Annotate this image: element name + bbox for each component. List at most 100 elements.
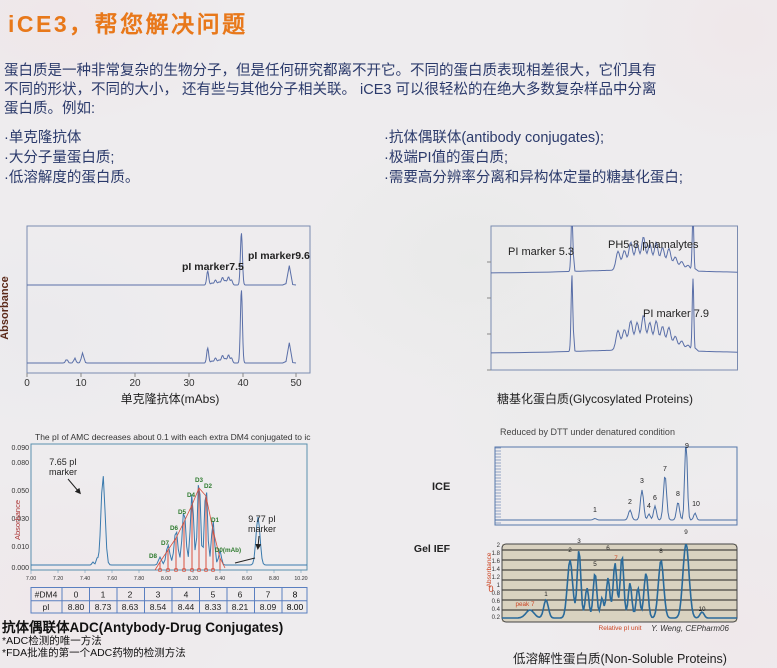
svg-text:Absorbance: Absorbance: [0, 276, 11, 340]
svg-text:D5: D5: [178, 509, 187, 516]
svg-text:10: 10: [698, 606, 706, 613]
svg-text:7: 7: [663, 466, 667, 473]
svg-text:6: 6: [653, 495, 657, 502]
svg-text:8.44: 8.44: [178, 602, 195, 612]
svg-text:2: 2: [497, 543, 501, 549]
svg-text:#DM4: #DM4: [35, 590, 58, 600]
svg-text:PI marker 7.9: PI marker 7.9: [643, 308, 709, 320]
svg-text:1.2: 1.2: [492, 575, 501, 581]
svg-text:8.09: 8.09: [260, 602, 277, 612]
svg-text:8.54: 8.54: [150, 602, 167, 612]
svg-text:抗体偶联体ADC(Antybody-Drug Conjuga: 抗体偶联体ADC(Antybody-Drug Conjugates): [2, 619, 283, 635]
svg-text:Y. Weng, CEPharm06: Y. Weng, CEPharm06: [651, 624, 729, 633]
svg-text:4: 4: [184, 590, 189, 600]
svg-text:8.60: 8.60: [242, 576, 252, 582]
svg-text:1.6: 1.6: [492, 559, 501, 565]
svg-text:pI: pI: [42, 602, 49, 612]
svg-text:0.010: 0.010: [11, 544, 29, 551]
svg-text:7: 7: [266, 590, 271, 600]
svg-text:1.4: 1.4: [492, 567, 501, 573]
svg-text:0.6: 0.6: [492, 599, 501, 605]
svg-text:pI marker9.6: pI marker9.6: [248, 250, 310, 262]
svg-text:Gel IEF: Gel IEF: [414, 543, 451, 555]
svg-text:1: 1: [544, 591, 548, 598]
svg-text:D6: D6: [170, 525, 179, 532]
svg-text:*FDA批准的第一个ADC药物的检测方法: *FDA批准的第一个ADC药物的检测方法: [2, 646, 186, 659]
svg-text:0.050: 0.050: [11, 488, 29, 495]
svg-text:D4: D4: [187, 492, 196, 499]
svg-text:30: 30: [183, 378, 195, 389]
svg-text:8.40: 8.40: [215, 576, 225, 582]
svg-text:marker: marker: [248, 524, 276, 534]
svg-text:D3: D3: [195, 477, 204, 484]
svg-text:0.090: 0.090: [11, 445, 29, 452]
svg-text:ICE: ICE: [432, 481, 450, 493]
svg-text:7.20: 7.20: [53, 576, 63, 582]
svg-text:8.20: 8.20: [188, 576, 198, 582]
svg-text:Absorbance: Absorbance: [13, 500, 22, 540]
svg-text:0: 0: [488, 584, 493, 594]
svg-text:3: 3: [577, 538, 581, 545]
svg-text:单克隆抗体(mAbs): 单克隆抗体(mAbs): [121, 391, 220, 406]
svg-text:20: 20: [129, 378, 141, 389]
svg-text:4: 4: [647, 503, 651, 510]
svg-text:1: 1: [101, 590, 106, 600]
svg-text:0.2: 0.2: [492, 615, 501, 621]
svg-text:0.000: 0.000: [11, 565, 29, 572]
svg-text:8.80: 8.80: [269, 576, 279, 582]
svg-text:The pI of AMC decreases about: The pI of AMC decreases about 0.1 with e…: [35, 432, 311, 442]
svg-text:8.73: 8.73: [95, 602, 112, 612]
svg-text:8: 8: [659, 548, 663, 555]
svg-text:6: 6: [606, 545, 610, 552]
svg-text:8.63: 8.63: [122, 602, 139, 612]
svg-text:8.00: 8.00: [287, 602, 304, 612]
svg-text:2: 2: [128, 590, 133, 600]
svg-text:D7: D7: [161, 540, 170, 547]
svg-text:8: 8: [676, 491, 680, 498]
svg-text:10: 10: [692, 501, 700, 508]
svg-text:9.77 pI: 9.77 pI: [248, 514, 276, 524]
svg-text:D2: D2: [204, 483, 213, 490]
svg-text:1.8: 1.8: [492, 551, 501, 557]
svg-text:6: 6: [238, 590, 243, 600]
svg-text:10: 10: [75, 378, 87, 389]
svg-text:8.21: 8.21: [232, 602, 249, 612]
svg-text:7: 7: [614, 555, 618, 562]
svg-text:PH5-8 phamalytes: PH5-8 phamalytes: [608, 239, 699, 251]
svg-text:3: 3: [640, 478, 644, 485]
svg-text:3: 3: [156, 590, 161, 600]
svg-text:7.65 pI: 7.65 pI: [49, 457, 77, 467]
svg-text:peak 7: peak 7: [516, 601, 535, 608]
svg-text:PI marker 5.3: PI marker 5.3: [508, 246, 574, 258]
svg-text:Reduced by DTT under denatured: Reduced by DTT under denatured condition: [500, 427, 675, 437]
svg-text:0: 0: [24, 378, 30, 389]
svg-text:10.20: 10.20: [294, 576, 307, 582]
svg-text:Relative pI unit: Relative pI unit: [599, 625, 642, 632]
svg-text:0.4: 0.4: [492, 607, 501, 613]
svg-text:糖基化蛋白质(Glycosylated Proteins): 糖基化蛋白质(Glycosylated Proteins): [497, 391, 693, 406]
svg-text:8.00: 8.00: [161, 576, 171, 582]
svg-text:D0(mAb): D0(mAb): [215, 547, 241, 554]
svg-text:50: 50: [290, 378, 302, 389]
svg-text:Absorbance: Absorbance: [486, 552, 493, 587]
svg-text:D8: D8: [149, 553, 158, 560]
svg-text:*ADC检测的唯一方法: *ADC检测的唯一方法: [2, 634, 102, 647]
svg-text:8: 8: [293, 590, 298, 600]
svg-text:40: 40: [237, 378, 249, 389]
svg-text:7.60: 7.60: [107, 576, 117, 582]
svg-text:2: 2: [568, 547, 572, 554]
svg-text:5: 5: [593, 561, 597, 568]
svg-text:marker: marker: [49, 467, 77, 477]
svg-text:9: 9: [684, 529, 688, 536]
svg-text:7.40: 7.40: [80, 576, 90, 582]
svg-text:0: 0: [74, 590, 79, 600]
svg-text:pI marker7.5: pI marker7.5: [182, 261, 244, 273]
svg-text:7.80: 7.80: [134, 576, 144, 582]
svg-text:D1: D1: [211, 517, 220, 524]
svg-text:9: 9: [685, 443, 689, 450]
svg-text:2: 2: [628, 499, 632, 506]
svg-text:1: 1: [593, 507, 597, 514]
svg-text:1: 1: [497, 583, 501, 589]
svg-text:8.33: 8.33: [205, 602, 222, 612]
svg-text:8.80: 8.80: [68, 602, 85, 612]
